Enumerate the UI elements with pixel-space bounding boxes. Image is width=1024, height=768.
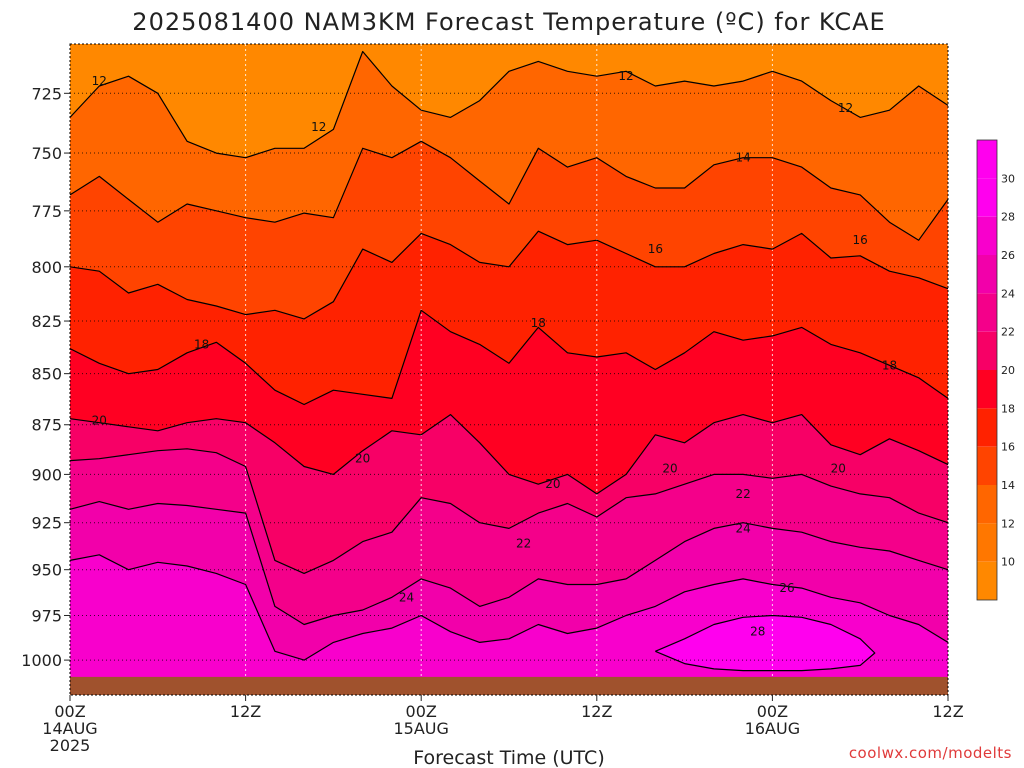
colorbar-segment-20 (977, 331, 997, 370)
y-tick-label-725: 725 (31, 84, 62, 103)
x-tick-label-24-0: 00Z (406, 702, 437, 721)
colorbar-label-22: 22 (1001, 326, 1015, 339)
isotherm-contours (69, 50, 949, 672)
isotherm-28 (655, 614, 876, 672)
isotherm-label-20: 20 (545, 477, 560, 491)
isotherm-16 (69, 230, 949, 320)
colorbar-label-12: 12 (1001, 517, 1015, 530)
isotherm-label-12: 12 (311, 120, 326, 134)
colorbar-segment-30 (977, 140, 997, 179)
isotherm-label-12: 12 (92, 74, 107, 88)
x-tick-label-0-2: 2025 (50, 736, 91, 755)
isotherm-26 (69, 554, 949, 661)
plot-area: 12 12 12 12 14 16 16 18 18 18 20 20 20 20 20 22 22 24 24 26… (69, 43, 949, 696)
isotherm-label-24: 24 (735, 521, 750, 535)
y-tick-label-750: 750 (31, 144, 62, 163)
colorbar-label-20: 20 (1001, 364, 1015, 377)
y-tick-label-925: 925 (31, 514, 62, 533)
colorbar-segment-8 (977, 561, 997, 600)
isotherm-label-26: 26 (779, 581, 794, 595)
colorbar-legend: 10 12 14 16 18 20 22 24 26 28 30 (976, 139, 1015, 601)
isotherm-label-12: 12 (838, 101, 853, 115)
x-tick-label-0-1: 14AUG (42, 719, 97, 738)
isotherm-24 (69, 501, 949, 626)
isotherm-12 (69, 50, 949, 159)
isotherm-label-20: 20 (662, 462, 677, 476)
y-tick-label-875: 875 (31, 416, 62, 435)
y-tick-label-1000: 1000 (21, 651, 62, 670)
colorbar-frame (976, 139, 998, 601)
band-warmer-than-28 (655, 615, 875, 671)
isotherm-label-20: 20 (831, 462, 846, 476)
colorbar-segment-22 (977, 293, 997, 332)
ground-surface (70, 676, 948, 695)
isotherm-label-16: 16 (853, 233, 868, 247)
isotherm-label-18: 18 (882, 358, 897, 372)
colorbar-segment-28 (977, 178, 997, 217)
y-axis: 725 750 775 800 825 850 875 900 925 950 975 1000 (21, 84, 70, 670)
colorbar-label-16: 16 (1001, 441, 1015, 454)
colorbar-segment-12 (977, 485, 997, 524)
colorbar-label-10: 10 (1001, 556, 1015, 569)
x-tick-label-0-0: 00Z (54, 702, 85, 721)
colorbar-segment-10 (977, 523, 997, 562)
x-axis-label: Forecast Time (UTC) (413, 747, 604, 768)
isotherm-label-18: 18 (194, 337, 209, 351)
isotherm-label-22: 22 (516, 537, 531, 551)
x-tick-label-48-0: 00Z (757, 702, 788, 721)
y-tick-label-800: 800 (31, 258, 62, 277)
colorbar-label-14: 14 (1001, 479, 1015, 492)
colorbar-label-18: 18 (1001, 402, 1015, 415)
y-tick-label-975: 975 (31, 606, 62, 625)
chart-title: 2025081400 NAM3KM Forecast Temperature (… (132, 8, 885, 36)
isotherm-label-12: 12 (618, 69, 633, 83)
x-tick-label-60-0: 12Z (932, 702, 963, 721)
colorbar-segment-26 (977, 216, 997, 255)
isotherm-20 (69, 414, 949, 495)
isotherm-label-22: 22 (735, 487, 750, 501)
colorbar-label-30: 30 (1001, 172, 1015, 185)
isotherm-label-20: 20 (92, 414, 107, 428)
y-tick-label-950: 950 (31, 561, 62, 580)
isotherm-label-18: 18 (531, 316, 546, 330)
y-tick-label-900: 900 (31, 465, 62, 484)
x-tick-label-24-1: 15AUG (393, 719, 448, 738)
y-tick-label-825: 825 (31, 312, 62, 331)
isotherm-label-16: 16 (648, 242, 663, 256)
isotherm-18 (69, 309, 949, 406)
isotherm-label-14: 14 (735, 151, 750, 165)
credit-text: coolwx.com/modelts (849, 744, 1012, 762)
colorbar-label-28: 28 (1001, 211, 1015, 224)
x-tick-label-36-0: 12Z (581, 702, 612, 721)
y-tick-label-775: 775 (31, 202, 62, 221)
x-tick-label-48-1: 16AUG (745, 719, 800, 738)
colorbar-segment-16 (977, 408, 997, 447)
x-tick-label-12-0: 12Z (230, 702, 261, 721)
isotherm-22 (69, 448, 949, 575)
colorbar-label-26: 26 (1001, 249, 1015, 262)
isotherm-label-20: 20 (355, 452, 370, 466)
isotherm-14 (69, 140, 949, 241)
isotherm-label-24: 24 (399, 590, 414, 604)
y-tick-label-850: 850 (31, 365, 62, 384)
colorbar-segment-18 (977, 370, 997, 409)
isotherm-labels: 12 12 12 12 14 16 16 18 18 18 20 20 20 20 20 22 22 24 24 26… (92, 69, 897, 638)
isotherm-label-28: 28 (750, 625, 765, 639)
colorbar-segment-24 (977, 255, 997, 294)
colorbar-segment-14 (977, 446, 997, 485)
temperature-bands (70, 44, 948, 696)
plot-frame (69, 43, 949, 696)
colorbar-label-24: 24 (1001, 287, 1015, 300)
